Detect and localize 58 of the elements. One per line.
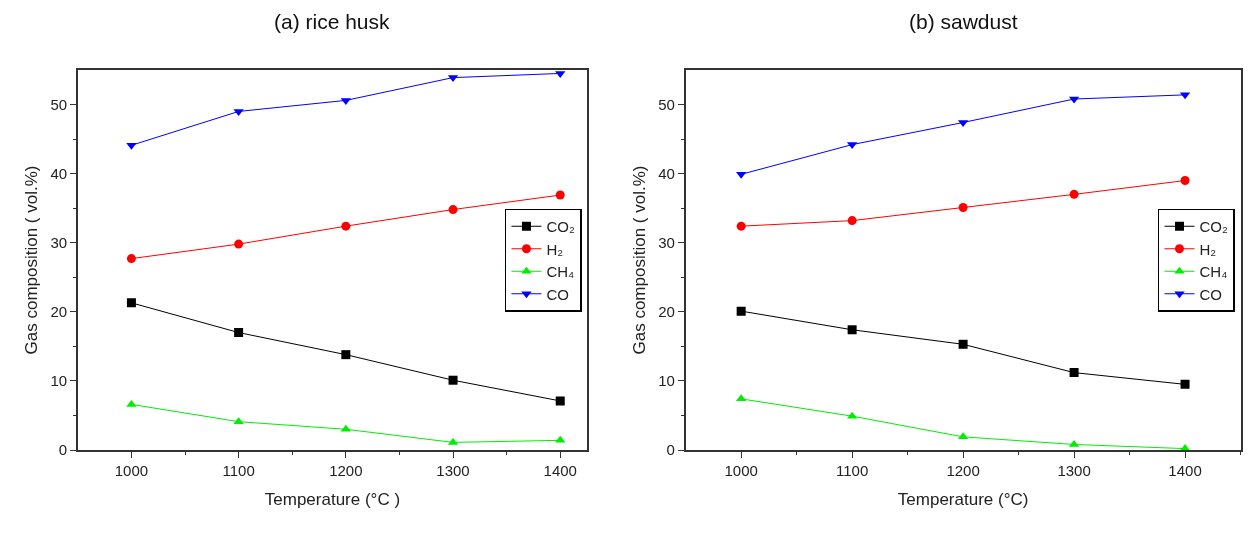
x-tick-label: 1000 xyxy=(114,461,149,479)
point xyxy=(555,396,565,406)
y-axis-title: Gas composition ( vol.%) xyxy=(22,165,42,355)
point xyxy=(847,216,857,226)
point xyxy=(847,325,857,335)
point xyxy=(958,202,968,212)
point xyxy=(126,298,136,308)
y-tick-label: 30 xyxy=(658,233,675,251)
chart-title: (b) sawdust xyxy=(909,10,1018,33)
legend-label: H₂ xyxy=(1199,240,1217,258)
y-axis-title: Gas composition ( vol.%) xyxy=(630,165,650,355)
point xyxy=(234,239,244,249)
point xyxy=(234,328,244,338)
y-tick-label: 0 xyxy=(58,441,68,459)
legend-label: CO₂ xyxy=(546,218,575,236)
point xyxy=(555,190,565,200)
point xyxy=(1180,379,1190,389)
point xyxy=(1069,189,1079,199)
x-tick-label: 1200 xyxy=(946,461,980,479)
y-tick-label: 40 xyxy=(50,164,68,182)
legend-label: CO₂ xyxy=(1199,218,1228,236)
y-tick-label: 20 xyxy=(50,303,68,321)
x-tick-label: 1400 xyxy=(543,461,577,479)
point xyxy=(448,375,458,385)
y-tick-label: 0 xyxy=(666,441,675,459)
y-tick-label: 40 xyxy=(658,164,675,182)
point xyxy=(1180,176,1190,186)
x-tick-label: 1100 xyxy=(836,461,869,479)
point xyxy=(448,205,458,215)
legend-label: CH₄ xyxy=(1199,263,1228,281)
y-tick-label: 20 xyxy=(658,303,675,321)
point xyxy=(555,435,566,443)
y-tick-label: 30 xyxy=(50,233,68,251)
point xyxy=(126,254,136,264)
x-tick-label: 1000 xyxy=(724,461,758,479)
y-tick-label: 50 xyxy=(658,95,675,113)
y-tick-label: 10 xyxy=(658,372,675,390)
y-tick-label: 10 xyxy=(50,372,68,390)
legend-label: CH₄ xyxy=(546,263,575,281)
point xyxy=(1069,368,1079,378)
point xyxy=(736,306,746,316)
x-axis-title: Temperature (°C) xyxy=(897,489,1029,509)
legend-label: CO xyxy=(1199,285,1222,303)
point xyxy=(958,339,968,349)
x-axis-title: Temperature (°C ) xyxy=(264,489,401,509)
x-tick-label: 1400 xyxy=(1168,461,1202,479)
legend-label: H₂ xyxy=(546,240,564,258)
x-tick-label: 1100 xyxy=(222,461,255,479)
point xyxy=(126,399,137,407)
chart-title: (a) rice husk xyxy=(274,10,391,33)
point xyxy=(736,221,746,231)
legend-label: CO xyxy=(546,285,569,303)
point xyxy=(341,221,351,231)
y-tick-label: 50 xyxy=(50,95,68,113)
x-tick-label: 1300 xyxy=(1057,461,1091,479)
x-tick-label: 1300 xyxy=(436,461,470,479)
point xyxy=(341,350,351,360)
x-tick-label: 1200 xyxy=(329,461,363,479)
